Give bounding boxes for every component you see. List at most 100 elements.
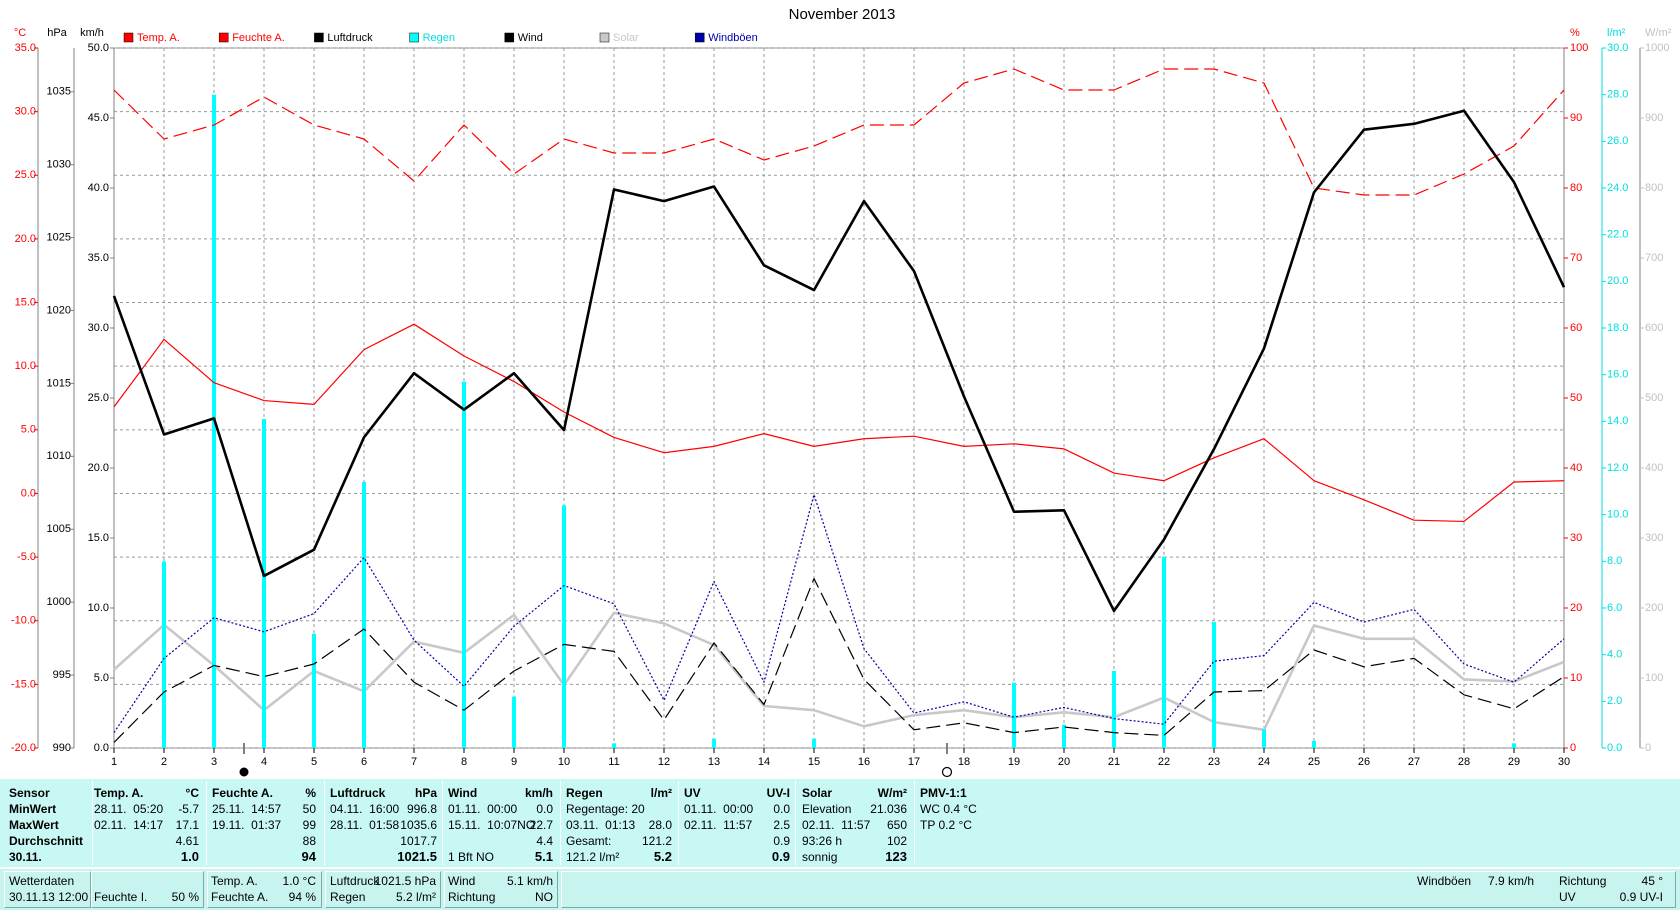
status-value: 5.1 km/h [506, 874, 553, 888]
y-tick-label: 20 [1570, 602, 1582, 614]
status-box [207, 871, 322, 908]
status-value: 94 % [288, 890, 316, 904]
y-tick-label: 80 [1570, 182, 1582, 194]
y-tick-label: -20.0 [11, 742, 36, 754]
column-separator [678, 781, 679, 865]
y-tick-label: 8.0 [1607, 555, 1622, 567]
column-separator [442, 781, 443, 865]
status-value: 7.9 km/h [1487, 874, 1534, 888]
x-tick-label: 6 [361, 756, 367, 768]
y-tick-label: 70 [1570, 252, 1582, 264]
cell-label: MaxWert [9, 818, 59, 832]
cell-value: 102 [886, 834, 907, 848]
column-header: Luftdruck [330, 786, 386, 800]
x-tick-label: 8 [461, 756, 467, 768]
axis-unit: W/m² [1645, 27, 1672, 39]
column-header: Regen [566, 786, 603, 800]
y-tick-label: -15.0 [11, 678, 36, 690]
status-label: Luftdruck [330, 874, 380, 888]
cell-label: 03.11. 01:13 [566, 818, 636, 832]
axis-unit: % [1570, 27, 1580, 39]
x-tick-label: 16 [858, 756, 870, 768]
legend-label: Wind [518, 32, 543, 44]
cell-value: 650 [886, 818, 907, 832]
cell-label: 19.11. 01:37 [212, 818, 282, 832]
y-tick-label: 0.0 [21, 487, 36, 499]
cell-label: Gesamt: [566, 834, 612, 848]
y-tick-label: 600 [1645, 322, 1663, 334]
status-value: 5.2 l/m² [395, 890, 436, 904]
cell-label: MinWert [9, 802, 57, 816]
x-tick-label: 9 [511, 756, 517, 768]
column-header: Solar [802, 786, 833, 800]
x-tick-label: 18 [958, 756, 970, 768]
cell-value: 5.2 [653, 849, 672, 864]
cell-label: WC 0.4 °C [920, 802, 977, 816]
x-tick-label: 4 [261, 756, 267, 768]
axis-unit: °C [14, 27, 26, 39]
cell-value: 22.7 [529, 818, 553, 832]
y-tick-label: 15.0 [15, 296, 36, 308]
rain-bar [1212, 622, 1216, 748]
y-tick-label: 35.0 [15, 42, 36, 54]
cell-value: 50 [302, 802, 316, 816]
column-separator [914, 781, 915, 865]
cell-label: 04.11. 16:00 [330, 802, 400, 816]
series-line [113, 578, 1565, 743]
cell-value: 17.1 [175, 818, 199, 832]
column-unit: l/m² [650, 786, 672, 800]
legend-label: Temp. A. [137, 32, 180, 44]
cell-value: 1021.5 [397, 849, 437, 864]
x-tick-label: 20 [1058, 756, 1070, 768]
y-tick-label: 12.0 [1607, 462, 1628, 474]
y-tick-label: 26.0 [1607, 135, 1628, 147]
y-tick-label: 30.0 [88, 322, 109, 334]
status-value: 1021.5 hPa [374, 874, 436, 888]
cell-label: 01.11. 00:00 [448, 802, 518, 816]
moon-phase-icon [239, 767, 249, 777]
x-tick-label: 1 [111, 756, 117, 768]
y-tick-label: 500 [1645, 392, 1663, 404]
y-tick-label: 100 [1570, 42, 1588, 54]
rain-bar [1112, 671, 1116, 748]
x-tick-label: 29 [1508, 756, 1520, 768]
status-value: 50 % [171, 890, 199, 904]
column-unit: km/h [524, 786, 553, 800]
status-box [4, 871, 91, 908]
x-tick-label: 5 [311, 756, 317, 768]
cell-label: Durchschnitt [9, 834, 84, 848]
cell-value: 0.9 [773, 834, 790, 848]
x-tick-label: 10 [558, 756, 570, 768]
column-header: Sensor [9, 786, 50, 800]
cell-label: sonnig [802, 850, 838, 864]
y-tick-label: 22.0 [1607, 229, 1628, 241]
y-tick-label: 15.0 [88, 532, 109, 544]
y-tick-label: 990 [53, 742, 71, 754]
y-tick-label: 20.0 [88, 462, 109, 474]
y-tick-label: 14.0 [1607, 415, 1628, 427]
cell-label: 02.11. 11:57 [684, 818, 753, 832]
status-box [91, 871, 204, 908]
y-tick-label: 20.0 [1607, 275, 1628, 287]
status-label: Feuchte I. [94, 890, 148, 904]
column-separator [560, 781, 561, 865]
x-tick-label: 19 [1008, 756, 1020, 768]
cell-label: 121.2 l/m² [566, 850, 620, 864]
column-separator [324, 781, 325, 865]
status-value: 0.9 UV-I [1619, 890, 1663, 904]
series-line [113, 494, 1565, 733]
cell-value: 28.0 [648, 818, 672, 832]
legend-label: Regen [423, 32, 455, 44]
y-tick-label: 995 [53, 669, 71, 681]
rain-bar [312, 633, 316, 748]
cell-label: TP 0.2 °C [920, 818, 972, 832]
y-tick-label: 30.0 [15, 106, 36, 118]
y-tick-label: -5.0 [17, 551, 36, 563]
y-tick-label: 5.0 [21, 424, 36, 436]
cell-value: 1035.6 [400, 818, 437, 832]
column-header: Feuchte A. [212, 786, 273, 800]
y-tick-label: -10.0 [11, 615, 36, 627]
status-label: Wind [448, 874, 476, 888]
column-unit: UV-I [766, 786, 790, 800]
cell-value: -5.7 [178, 802, 199, 816]
